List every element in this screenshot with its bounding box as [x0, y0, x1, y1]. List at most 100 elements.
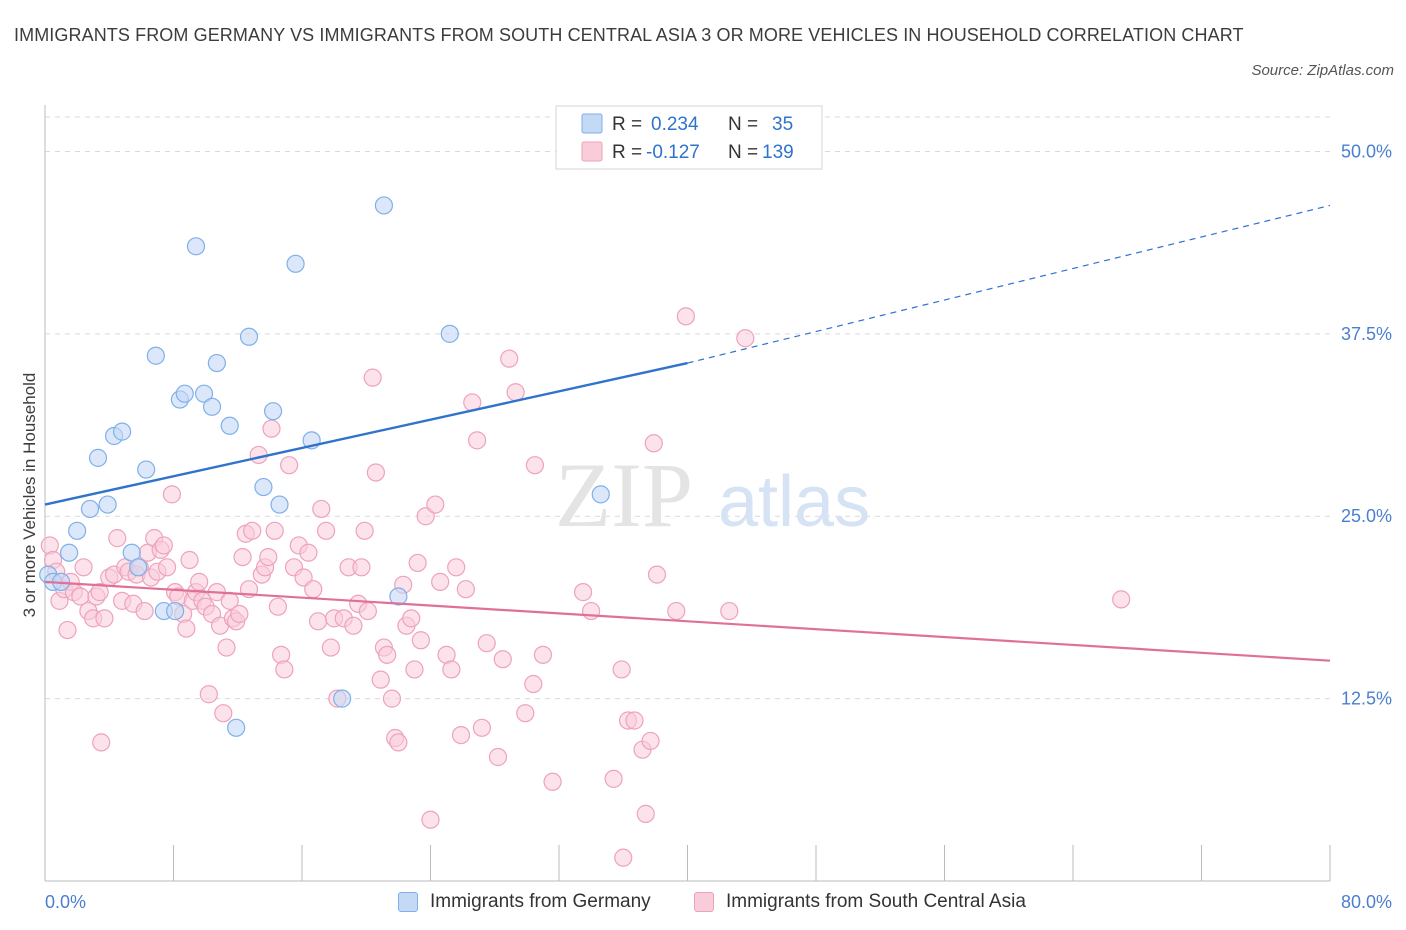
data-point-south-central-asia [135, 601, 154, 621]
data-point-germany [591, 485, 610, 504]
data-point-south-central-asia [304, 580, 323, 599]
data-point-south-central-asia [506, 383, 525, 402]
watermark-zip: ZIP [555, 444, 693, 546]
data-point-south-central-asia [467, 431, 487, 450]
data-point-south-central-asia [90, 583, 109, 602]
data-point-south-central-asia [604, 769, 623, 788]
data-point-south-central-asia [378, 645, 397, 664]
data-point-germany [59, 543, 79, 562]
data-point-germany [220, 416, 239, 435]
stats-r-value-germany: 0.234 [651, 114, 699, 135]
data-point-south-central-asia [262, 419, 281, 438]
data-point-south-central-asia [280, 456, 299, 475]
data-point-south-central-asia [214, 704, 233, 723]
data-point-south-central-asia [500, 349, 519, 368]
data-point-south-central-asia [447, 558, 466, 577]
source-credit: Source: ZipAtlas.com [1251, 62, 1394, 79]
y-tick-label: 25.0% [1341, 506, 1392, 526]
data-point-south-central-asia [268, 597, 288, 616]
data-point-south-central-asia [641, 731, 660, 751]
data-point-south-central-asia [488, 747, 508, 767]
chart-title: IMMIGRANTS FROM GERMANY VS IMMIGRANTS FR… [14, 25, 1244, 45]
data-point-south-central-asia [344, 616, 363, 635]
data-point-south-central-asia [736, 329, 755, 348]
stats-n-value-south-central-asia: 139 [762, 142, 794, 163]
stats-r-value-south-central-asia: -0.127 [646, 142, 700, 163]
stats-n-value-germany: 35 [772, 114, 793, 135]
data-point-south-central-asia [199, 685, 218, 704]
data-point-germany [263, 402, 283, 421]
data-point-south-central-asia [533, 645, 553, 664]
data-point-south-central-asia [451, 725, 471, 745]
legend-label-south-central-asia: Immigrants from South Central Asia [726, 891, 1026, 912]
data-point-south-central-asia [162, 485, 181, 504]
y-tick-label: 37.5% [1341, 324, 1392, 344]
data-point-germany [207, 353, 226, 373]
stats-swatch-germany [581, 113, 603, 134]
data-point-south-central-asia [644, 434, 663, 453]
data-point-south-central-asia [352, 558, 371, 577]
data-point-south-central-asia [525, 456, 545, 475]
trend-line-south-central-asia [44, 580, 1331, 662]
watermark-atlas: atlas [718, 462, 870, 542]
data-point-south-central-asia [408, 553, 427, 573]
tick-labels: 12.5% 25.0% 37.5% 50.0% 0.0% 80.0% [45, 141, 1392, 912]
data-point-germany [80, 499, 100, 519]
data-point-germany [186, 237, 206, 256]
data-point-germany [146, 346, 165, 365]
data-point-south-central-asia [366, 463, 385, 482]
data-point-germany [374, 196, 394, 215]
data-point-south-central-asia [177, 619, 196, 638]
data-point-south-central-asia [389, 733, 408, 752]
data-point-south-central-asia [676, 307, 695, 326]
data-point-south-central-asia [516, 704, 535, 723]
data-point-south-central-asia [358, 601, 377, 621]
x-tick-label: 0.0% [45, 892, 86, 912]
data-point-south-central-asia [308, 612, 328, 631]
data-point-south-central-asia [421, 810, 440, 829]
trend-lines [44, 204, 1331, 662]
series-germany [39, 196, 610, 737]
data-point-south-central-asia [233, 547, 252, 567]
stats-r-label-south-central-asia: R = [612, 142, 642, 163]
data-point-south-central-asia [573, 583, 593, 602]
data-point-south-central-asia [667, 601, 686, 621]
data-point-germany [270, 495, 289, 514]
legend-item-germany[interactable]: Immigrants from Germany [398, 888, 651, 916]
data-point-south-central-asia [157, 558, 177, 577]
data-point-south-central-asia [312, 499, 331, 519]
x-tick-label: 80.0% [1341, 892, 1392, 912]
data-point-south-central-asia [321, 638, 341, 657]
data-point-south-central-asia [614, 848, 633, 867]
data-point-south-central-asia [355, 521, 374, 540]
data-point-south-central-asia [636, 804, 655, 823]
data-point-germany [333, 689, 352, 708]
data-point-south-central-asia [426, 495, 445, 514]
data-point-south-central-asia [720, 601, 739, 621]
data-point-south-central-asia [612, 660, 631, 679]
trend-line-germany [44, 361, 688, 506]
data-point-south-central-asia [442, 660, 461, 679]
legend-label-germany: Immigrants from Germany [430, 891, 651, 912]
legend-item-south-central-asia[interactable]: Immigrants from South Central Asia [694, 888, 1026, 916]
data-point-south-central-asia [416, 507, 435, 526]
data-point-south-central-asia [294, 568, 313, 587]
y-tick-label: 50.0% [1341, 141, 1392, 161]
data-point-germany [166, 601, 185, 621]
data-point-germany [98, 495, 117, 514]
data-point-south-central-asia [402, 609, 421, 628]
data-point-south-central-asia [371, 670, 390, 689]
data-point-south-central-asia [275, 660, 294, 679]
data-point-south-central-asia [411, 631, 430, 650]
stats-swatch-south-central-asia [581, 141, 603, 162]
data-point-south-central-asia [58, 620, 77, 640]
legend-swatch-germany [398, 892, 418, 912]
data-point-south-central-asia [190, 572, 209, 591]
data-point-germany [440, 324, 459, 343]
data-point-south-central-asia [92, 733, 111, 752]
data-point-south-central-asia [524, 674, 543, 694]
data-point-south-central-asia [456, 580, 475, 599]
data-point-south-central-asia [625, 711, 644, 730]
data-point-south-central-asia [299, 543, 318, 562]
data-point-germany [88, 448, 108, 467]
